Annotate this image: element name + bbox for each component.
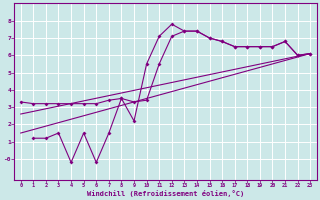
X-axis label: Windchill (Refroidissement éolien,°C): Windchill (Refroidissement éolien,°C) xyxy=(87,190,244,197)
